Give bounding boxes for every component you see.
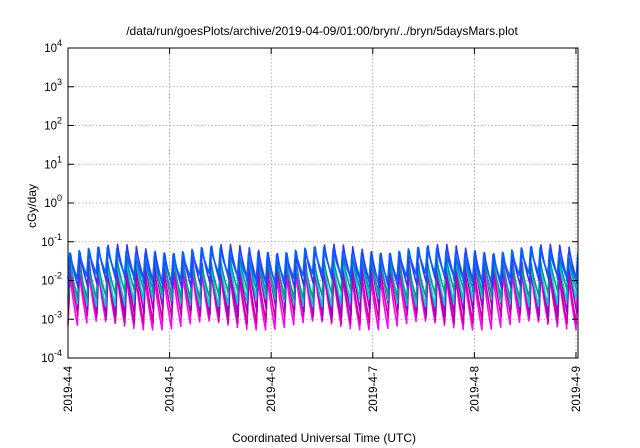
series-line-5 [67,255,578,300]
series-line-6 [68,243,578,289]
plot-frame [67,47,579,359]
y-tick-label: 100 [44,193,62,210]
x-tick-label: 2019-4-9 [571,366,583,412]
y-tick-label: 10-3 [41,309,62,326]
y-tick-label: 102 [44,116,62,133]
x-tick-label: 2019-4-8 [469,366,481,412]
y-tick-label: 10-2 [41,271,62,288]
series-line-7 [67,246,579,283]
y-tick-label: 101 [44,154,62,171]
y-tick-label: 10-1 [41,232,62,249]
x-tick-label: 2019-4-4 [63,365,75,412]
axes: 10-4 10-3 10-2 10-1 100 101 102 103 104 2019-4-4 2… [41,38,583,412]
chart-title: /data/run/goesPlots/archive/2019-04-09/0… [126,24,518,38]
data-series-group [67,243,579,331]
y-tick-label: 10-4 [41,348,62,365]
x-tick-label: 2019-4-7 [368,366,380,412]
x-tick-label: 2019-4-6 [266,366,278,412]
y-axis-label: cGy/day [25,184,39,228]
y-tick-label: 104 [44,38,62,55]
x-axis-label: Coordinated Universal Time (UTC) [232,431,416,445]
y-tick-label: 103 [44,77,62,94]
series-line-3 [68,256,578,317]
series-line-2 [67,261,578,325]
x-tick-label: 2019-4-5 [165,366,177,412]
